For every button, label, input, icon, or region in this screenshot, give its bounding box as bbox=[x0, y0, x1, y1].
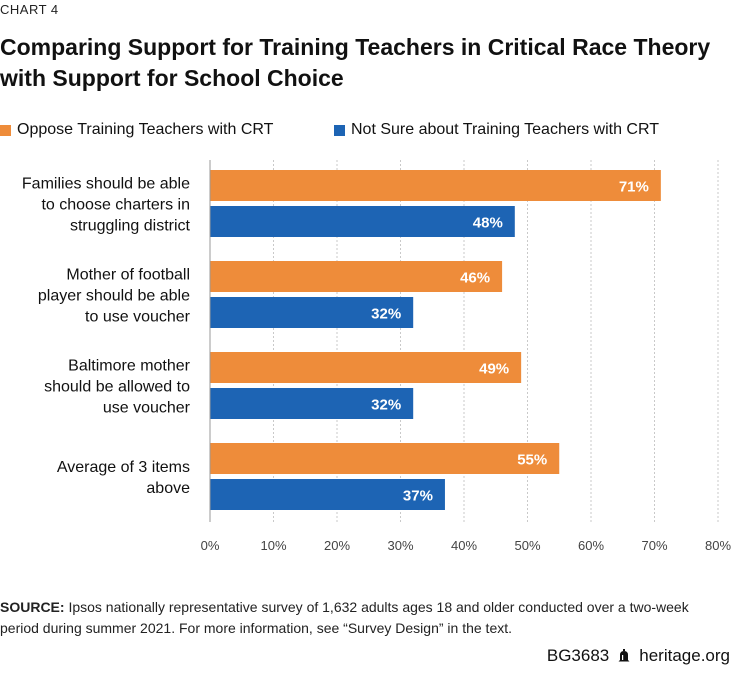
x-tick-label-30: 30% bbox=[387, 538, 413, 553]
data-label-oppose-2: 49% bbox=[479, 361, 509, 378]
footer-site: heritage.org bbox=[639, 646, 730, 665]
x-tick-label-70: 70% bbox=[641, 538, 667, 553]
category-label-0-line-2: struggling district bbox=[70, 218, 191, 235]
x-tick-label-40: 40% bbox=[451, 538, 477, 553]
data-label-oppose-3: 55% bbox=[517, 452, 547, 469]
bar-not-sure-2 bbox=[210, 388, 414, 419]
x-tick-label-80: 80% bbox=[705, 538, 731, 553]
category-label-0-line-1: to choose charters in bbox=[41, 197, 190, 214]
data-label-oppose-0: 71% bbox=[619, 179, 649, 196]
bar-not-sure-3 bbox=[210, 479, 445, 510]
category-label-0-line-0: Families should be able bbox=[22, 176, 190, 193]
category-label-2-line-0: Baltimore mother bbox=[68, 358, 190, 375]
x-tick-label-0: 0% bbox=[201, 538, 220, 553]
legend-item-oppose: Oppose Training Teachers with CRT bbox=[0, 121, 273, 139]
category-label-1-line-1: player should be able bbox=[38, 288, 190, 305]
x-tick-label-50: 50% bbox=[514, 538, 540, 553]
category-label-2-line-1: should be allowed to bbox=[44, 379, 190, 396]
data-label-oppose-1: 46% bbox=[460, 270, 490, 287]
bar-not-sure-0 bbox=[210, 206, 515, 237]
liberty-bell-icon bbox=[618, 649, 630, 662]
x-tick-label-10: 10% bbox=[260, 538, 286, 553]
legend-swatch-not-sure bbox=[334, 124, 345, 136]
bar-not-sure-1 bbox=[210, 297, 414, 328]
bar-chart: 0% 10% 20% 30% 40% 50% 60% 70% 80% Families shoul… bbox=[22, 160, 731, 553]
category-label-3-line-1: above bbox=[146, 480, 190, 497]
data-label-not-sure-1: 32% bbox=[371, 306, 401, 323]
source-note: SOURCE: Ipsos nationally representative … bbox=[0, 597, 725, 639]
legend-item-not-sure: Not Sure about Training Teachers with CR… bbox=[334, 121, 659, 139]
bar-oppose-1 bbox=[210, 261, 503, 292]
data-label-not-sure-3: 37% bbox=[403, 488, 433, 505]
category-label-1-line-2: to use voucher bbox=[85, 309, 191, 326]
x-tick-label-60: 60% bbox=[578, 538, 604, 553]
bar-oppose-2 bbox=[210, 352, 522, 383]
chart: 0% 10% 20% 30% 40% 50% 60% 70% 80% Families shoul… bbox=[0, 150, 734, 565]
chart-title: Comparing Support for Training Teachers … bbox=[0, 34, 711, 91]
data-label-not-sure-2: 32% bbox=[371, 397, 401, 414]
source-text: Ipsos nationally representative survey o… bbox=[0, 599, 689, 636]
legend-swatch-oppose bbox=[0, 124, 11, 136]
chart-kicker: CHART 4 bbox=[0, 2, 59, 17]
footer: BG3683 heritage.org bbox=[547, 646, 730, 666]
category-label-3-line-0: Average of 3 items bbox=[57, 459, 190, 476]
data-label-not-sure-0: 48% bbox=[473, 215, 503, 232]
legend-label-not-sure: Not Sure about Training Teachers with CR… bbox=[351, 121, 660, 138]
source-label: SOURCE: bbox=[0, 599, 65, 615]
legend-label-oppose: Oppose Training Teachers with CRT bbox=[17, 121, 274, 138]
bar-oppose-3 bbox=[210, 443, 560, 474]
category-label-1-line-0: Mother of football bbox=[66, 267, 190, 284]
x-tick-label-20: 20% bbox=[324, 538, 350, 553]
bar-oppose-0 bbox=[210, 170, 661, 201]
category-label-2-line-2: use voucher bbox=[103, 400, 191, 417]
report-code: BG3683 bbox=[546, 646, 610, 665]
